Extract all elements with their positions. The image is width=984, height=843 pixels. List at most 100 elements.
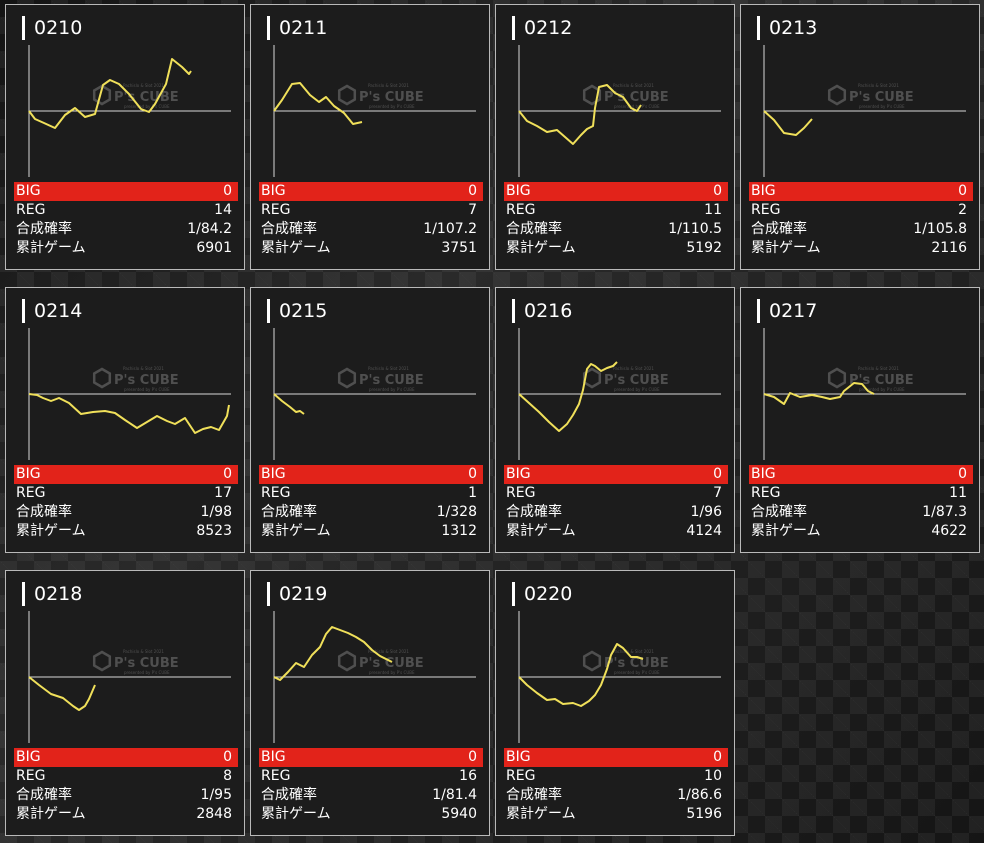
watermark-brand: P's CUBE xyxy=(604,373,669,388)
stats-table: BIG 0 REG 7 合成確率 1/107.2 累計ゲーム 3751 xyxy=(259,182,483,258)
reg-value: 10 xyxy=(704,768,722,784)
reg-value: 7 xyxy=(468,202,477,218)
big-label: BIG xyxy=(261,183,286,199)
reg-label: REG xyxy=(506,768,536,784)
reg-value: 2 xyxy=(958,202,967,218)
pscube-watermark: Pachislo & Slot 2021 P's CUBE presented … xyxy=(92,366,179,392)
rate-value: 1/86.6 xyxy=(677,787,722,803)
big-label: BIG xyxy=(506,183,531,199)
slump-line xyxy=(518,84,642,145)
stats-table: BIG 0 REG 2 合成確率 1/105.8 累計ゲーム 2116 xyxy=(749,182,973,258)
reg-label: REG xyxy=(16,485,46,501)
rate-label: 合成確率 xyxy=(16,504,72,520)
slump-graph: Pachislo & Slot 2021 P's CUBE presented … xyxy=(273,45,476,177)
big-row: BIG 0 xyxy=(14,465,238,484)
games-row: 累計ゲーム 2848 xyxy=(14,805,238,824)
big-row: BIG 0 xyxy=(504,182,728,201)
machine-number: 0216 xyxy=(512,299,572,323)
games-value: 8523 xyxy=(196,523,232,539)
reg-value: 16 xyxy=(459,768,477,784)
machine-card-0210[interactable]: Pachislo & Slot 2021 P's CUBE presented … xyxy=(5,4,245,270)
machine-card-0214[interactable]: Pachislo & Slot 2021 P's CUBE presented … xyxy=(5,287,245,553)
games-row: 累計ゲーム 5940 xyxy=(259,805,483,824)
pscube-watermark: Pachislo & Slot 2021 P's CUBE presented … xyxy=(827,366,914,392)
pscube-watermark: Pachislo & Slot 2021 P's CUBE presented … xyxy=(92,83,179,109)
slump-graph: Pachislo & Slot 2021 P's CUBE presented … xyxy=(518,611,721,743)
big-row: BIG 0 xyxy=(259,182,483,201)
stats-table: BIG 0 REG 11 合成確率 1/87.3 累計ゲーム 4622 xyxy=(749,465,973,541)
stats-table: BIG 0 REG 11 合成確率 1/110.5 累計ゲーム 5192 xyxy=(504,182,728,258)
machine-card-0215[interactable]: Pachislo & Slot 2021 P's CUBE presented … xyxy=(250,287,490,553)
slump-graph: Pachislo & Slot 2021 P's CUBE presented … xyxy=(763,45,966,177)
watermark-tagline: Pachislo & Slot 2021 xyxy=(368,649,409,654)
games-row: 累計ゲーム 2116 xyxy=(749,239,973,258)
reg-label: REG xyxy=(751,202,781,218)
machine-number: 0212 xyxy=(512,16,572,40)
reg-row: REG 7 xyxy=(259,201,483,220)
cube-logo-icon xyxy=(582,84,602,106)
slump-graph: Pachislo & Slot 2021 P's CUBE presented … xyxy=(518,328,721,460)
machine-number: 0219 xyxy=(267,582,327,606)
slump-line xyxy=(518,643,644,707)
rate-row: 合成確率 1/81.4 xyxy=(259,786,483,805)
rate-row: 合成確率 1/84.2 xyxy=(14,220,238,239)
machine-card-0211[interactable]: Pachislo & Slot 2021 P's CUBE presented … xyxy=(250,4,490,270)
big-row: BIG 0 xyxy=(14,748,238,767)
games-label: 累計ゲーム xyxy=(751,523,821,539)
rate-label: 合成確率 xyxy=(751,504,807,520)
machine-card-0212[interactable]: Pachislo & Slot 2021 P's CUBE presented … xyxy=(495,4,735,270)
watermark-tagline: Pachislo & Slot 2021 xyxy=(858,83,899,88)
rate-label: 合成確率 xyxy=(751,221,807,237)
slump-line xyxy=(28,676,96,711)
games-label: 累計ゲーム xyxy=(751,240,821,256)
big-label: BIG xyxy=(16,749,41,765)
games-row: 累計ゲーム 5196 xyxy=(504,805,728,824)
rate-value: 1/96 xyxy=(690,504,722,520)
games-row: 累計ゲーム 8523 xyxy=(14,522,238,541)
watermark-subtitle: presented by P's CUBE xyxy=(124,387,170,392)
slump-graph: Pachislo & Slot 2021 P's CUBE presented … xyxy=(273,611,476,743)
cube-logo-icon xyxy=(92,650,112,672)
slump-graph: Pachislo & Slot 2021 P's CUBE presented … xyxy=(28,611,231,743)
machine-card-0213[interactable]: Pachislo & Slot 2021 P's CUBE presented … xyxy=(740,4,980,270)
watermark-tagline: Pachislo & Slot 2021 xyxy=(368,83,409,88)
reg-row: REG 1 xyxy=(259,484,483,503)
slump-graph: Pachislo & Slot 2021 P's CUBE presented … xyxy=(763,328,966,460)
reg-label: REG xyxy=(261,202,291,218)
reg-row: REG 7 xyxy=(504,484,728,503)
watermark-subtitle: presented by P's CUBE xyxy=(124,670,170,675)
slump-line xyxy=(28,393,230,434)
big-row: BIG 0 xyxy=(749,182,973,201)
games-label: 累計ゲーム xyxy=(16,523,86,539)
machine-card-0219[interactable]: Pachislo & Slot 2021 P's CUBE presented … xyxy=(250,570,490,836)
machine-number: 0217 xyxy=(757,299,817,323)
watermark-subtitle: presented by P's CUBE xyxy=(369,670,415,675)
machine-card-0218[interactable]: Pachislo & Slot 2021 P's CUBE presented … xyxy=(5,570,245,836)
reg-value: 11 xyxy=(949,485,967,501)
rate-label: 合成確率 xyxy=(261,221,317,237)
machine-number: 0213 xyxy=(757,16,817,40)
big-value: 0 xyxy=(468,466,477,482)
games-value: 5192 xyxy=(686,240,722,256)
machine-card-0220[interactable]: Pachislo & Slot 2021 P's CUBE presented … xyxy=(495,570,735,836)
reg-value: 8 xyxy=(223,768,232,784)
machine-number: 0214 xyxy=(22,299,82,323)
big-label: BIG xyxy=(506,749,531,765)
watermark-subtitle: presented by P's CUBE xyxy=(369,104,415,109)
stats-table: BIG 0 REG 10 合成確率 1/86.6 累計ゲーム 5196 xyxy=(504,748,728,824)
stats-table: BIG 0 REG 14 合成確率 1/84.2 累計ゲーム 6901 xyxy=(14,182,238,258)
watermark-brand: P's CUBE xyxy=(114,373,179,388)
reg-value: 1 xyxy=(468,485,477,501)
slump-graph: Pachislo & Slot 2021 P's CUBE presented … xyxy=(518,45,721,177)
games-value: 1312 xyxy=(441,523,477,539)
machine-card-0217[interactable]: Pachislo & Slot 2021 P's CUBE presented … xyxy=(740,287,980,553)
slump-line xyxy=(273,626,393,681)
watermark-tagline: Pachislo & Slot 2021 xyxy=(858,366,899,371)
rate-row: 合成確率 1/86.6 xyxy=(504,786,728,805)
games-row: 累計ゲーム 4124 xyxy=(504,522,728,541)
stats-table: BIG 0 REG 7 合成確率 1/96 累計ゲーム 4124 xyxy=(504,465,728,541)
machine-card-0216[interactable]: Pachislo & Slot 2021 P's CUBE presented … xyxy=(495,287,735,553)
big-value: 0 xyxy=(223,466,232,482)
rate-label: 合成確率 xyxy=(506,787,562,803)
